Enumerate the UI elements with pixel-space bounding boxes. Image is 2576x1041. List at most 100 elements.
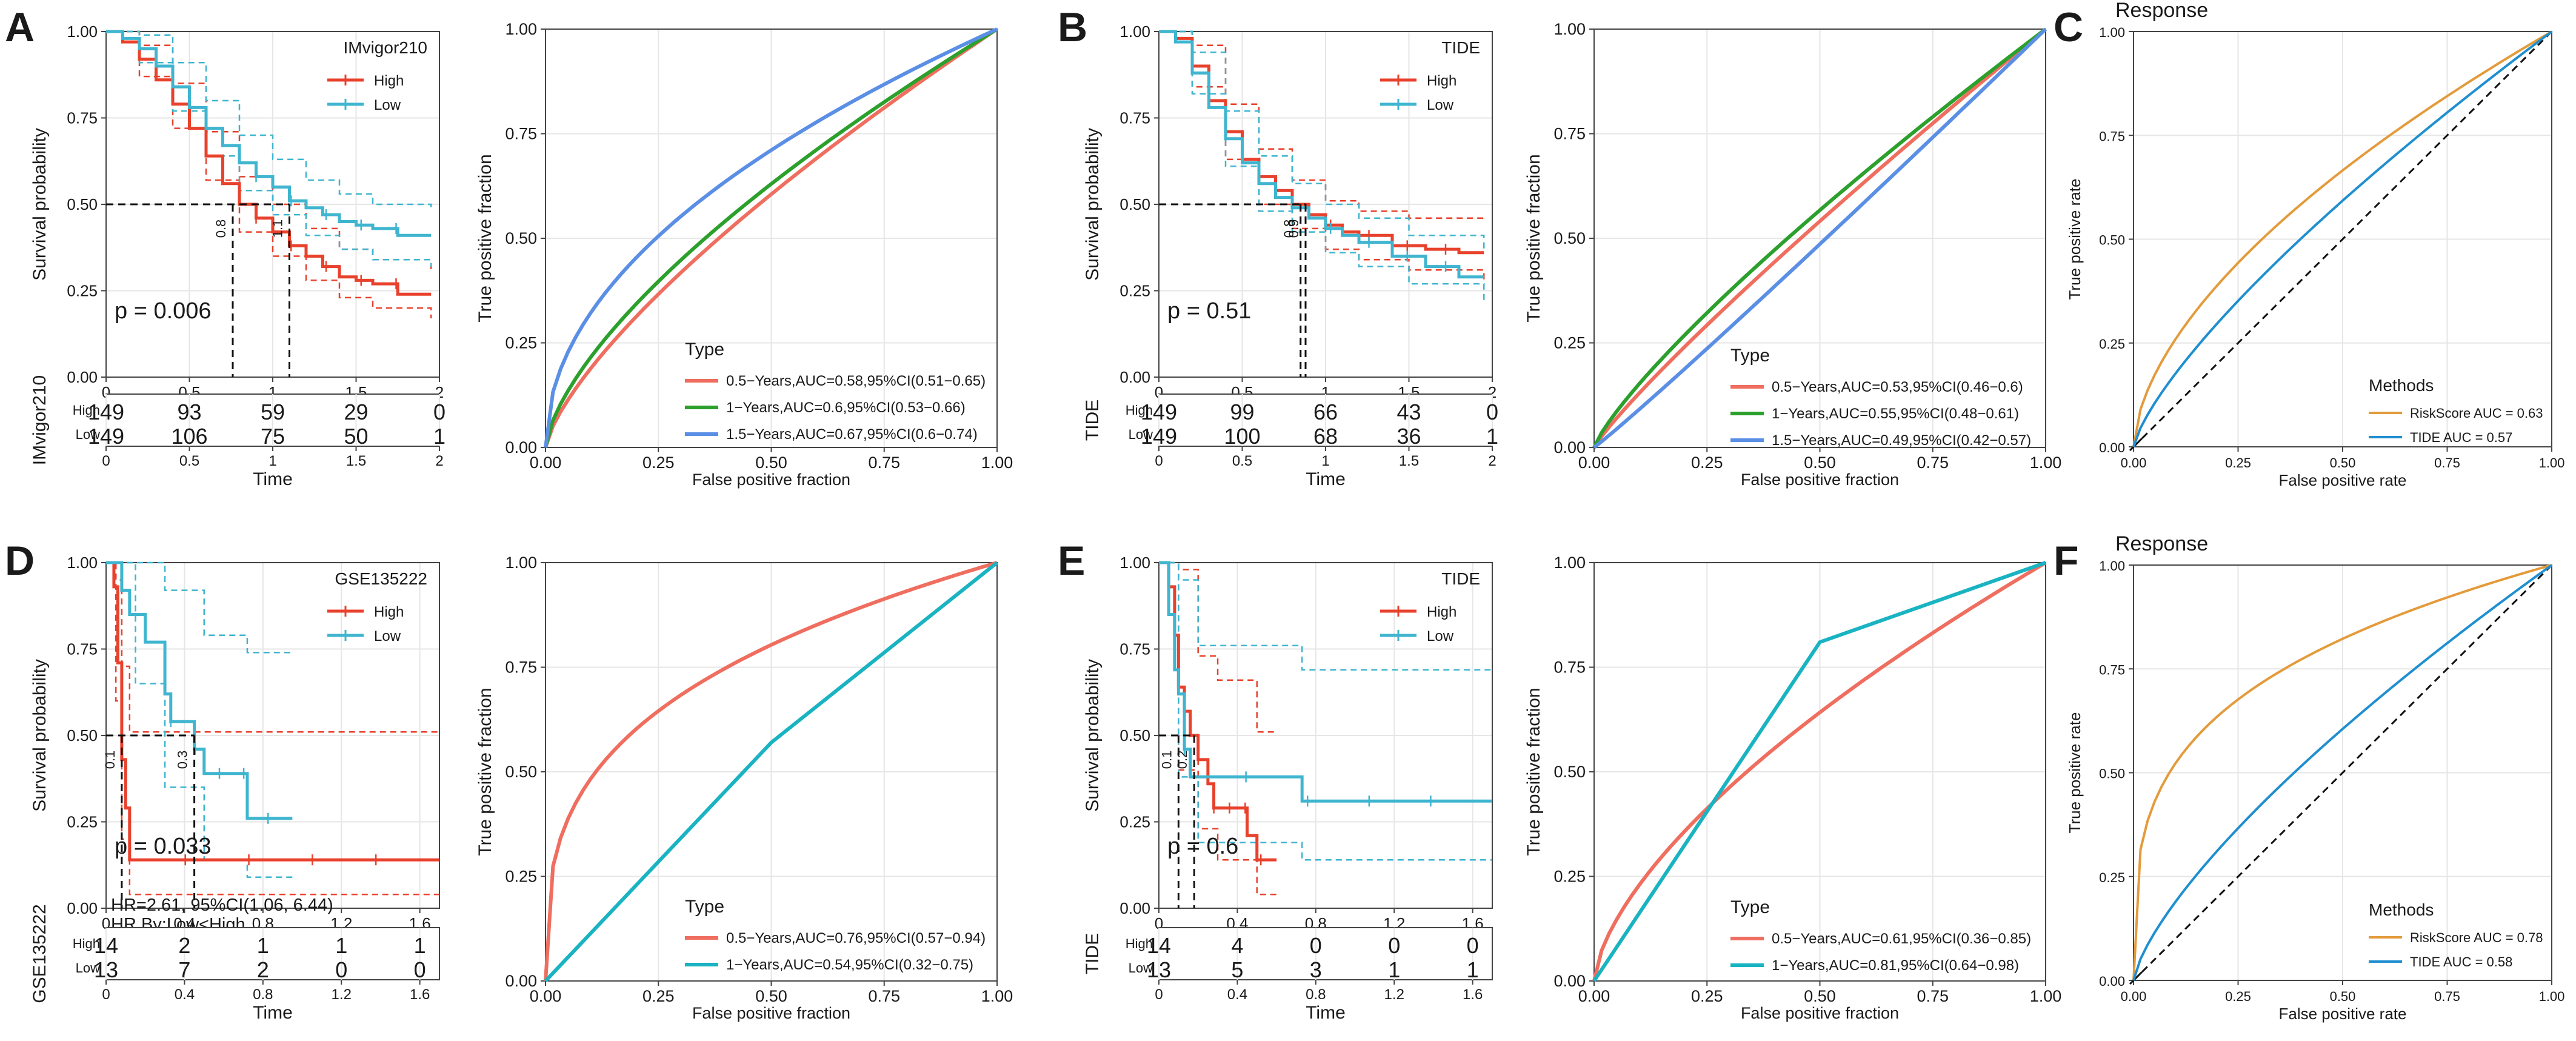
risk-table-row-name: Low	[1129, 960, 1153, 976]
x-tick-label: 1.00	[2539, 455, 2565, 470]
y-axis-title: Survival probability	[30, 128, 50, 281]
y-tick-label: 1.00	[2099, 25, 2125, 40]
risk-table-x-tick-label: 0	[102, 986, 110, 1003]
ci-lower-low	[106, 561, 293, 878]
y-tick-label: 0.00	[1553, 438, 1586, 457]
risk-table-frame	[1158, 927, 1493, 980]
x-tick-label: 1.00	[2030, 987, 2062, 1005]
risk-table-x-tick-label: 0	[102, 453, 110, 469]
risk-table-x-tick-label: 0.4	[1227, 986, 1247, 1003]
roc-curve-2	[544, 27, 998, 448]
x-axis-title: False positive rate	[2279, 471, 2407, 489]
x-axis-title: False positive fraction	[1741, 1004, 1899, 1022]
x-tick-label: 0.25	[1691, 987, 1723, 1005]
y-tick-label: 1.00	[505, 554, 537, 572]
risk-table-x-tick-label: 0.5	[1232, 453, 1252, 469]
y-axis-title: True positive rate	[2066, 179, 2084, 300]
panel-label-b: B	[1058, 4, 1087, 50]
legend-entry-3: 1.5−Years,AUC=0.49,95%CI(0.42−0.57)	[1772, 432, 2031, 449]
roc-curve-2	[2132, 564, 2553, 981]
x-axis-title: False positive fraction	[692, 470, 850, 489]
ci-upper-low	[1159, 30, 1485, 250]
legend-entry-2: 1−Years,AUC=0.55,95%CI(0.48−0.61)	[1772, 406, 2019, 422]
p-value: p = 0.006	[115, 298, 212, 324]
roc-chart-A: 0.00 0.25 0.50 0.75 1.00 0.00 0.25 0.50 0.75 1.00…	[475, 20, 1013, 489]
legend-entry-3: 1.5−Years,AUC=0.67,95%CI(0.6−0.74)	[726, 426, 978, 443]
risk-table-count: 149	[1141, 424, 1177, 449]
hr-text: HR=2.61, 95%CI(1.06, 6.44)	[111, 895, 333, 915]
risk-table-count: 1	[433, 424, 445, 449]
y-tick-label: 0.50	[67, 726, 98, 745]
risk-table-count: 66	[1313, 400, 1338, 424]
risk-table-count: 75	[261, 424, 285, 449]
y-tick-label: 0.00	[67, 368, 98, 386]
y-tick-label: 0.75	[505, 125, 537, 143]
x-tick-label: 0.50	[755, 454, 787, 472]
risk-table-count: 0	[433, 400, 445, 424]
legend-entry-1: 0.5−Years,AUC=0.53,95%CI(0.46−0.6)	[1772, 379, 2023, 395]
risk-table-strata-label: TIDE	[1083, 400, 1103, 441]
median-label: 0.1	[1159, 751, 1174, 769]
roc-curve-2	[544, 561, 998, 983]
y-tick-label: 0.75	[1553, 125, 1586, 143]
risk-table-x-tick-label: 2	[435, 453, 443, 469]
roc-curve-2	[1592, 27, 2047, 449]
x-tick-label: 0.25	[642, 454, 675, 472]
y-tick-label: 0.75	[2099, 129, 2125, 144]
median-label: 0.9	[1286, 219, 1301, 238]
y-tick-label: 0.75	[67, 640, 98, 658]
diagonal-reference-tail	[2129, 437, 2143, 452]
risk-table-x-tick-label: 1.2	[1384, 986, 1404, 1003]
x-tick-label: 0.50	[1804, 454, 1836, 472]
risk-table-count: 4	[1231, 933, 1243, 958]
legend-label-low: Low	[1427, 628, 1454, 644]
x-tick-label: 0.50	[755, 987, 787, 1005]
y-axis-title: True positive rate	[2066, 712, 2084, 834]
panel-label-a: A	[5, 4, 35, 50]
p-value: p = 0.033	[115, 834, 212, 859]
x-tick-label: 1.00	[2030, 454, 2062, 472]
plot-border	[1593, 28, 2046, 448]
y-tick-label: 1.00	[1553, 554, 1586, 572]
legend-label-high: High	[374, 604, 404, 620]
risk-table-x-tick-label: 1.6	[410, 986, 430, 1003]
legend-title: Type	[685, 340, 724, 360]
panel-label-e: E	[1058, 538, 1085, 584]
risk-table-count: 0	[414, 957, 426, 982]
risk-table-x-tick-label: 0	[1155, 453, 1163, 469]
panel-label-d: D	[5, 538, 35, 584]
risk-table-count: 43	[1396, 400, 1421, 424]
y-tick-label: 0.75	[2099, 662, 2125, 677]
x-tick-label: 0.75	[1917, 987, 1949, 1005]
legend-entry-1: RiskScore AUC = 0.63	[2410, 406, 2543, 421]
x-tick-label: 0.75	[1917, 454, 1949, 472]
y-tick-label: 0.75	[67, 109, 98, 127]
risk-table-count: 0	[1310, 933, 1322, 958]
median-label: 0.3	[175, 751, 190, 769]
x-tick-label: 0.00	[530, 987, 562, 1005]
legend-entry-1: 0.5−Years,AUC=0.76,95%CI(0.57−0.94)	[726, 930, 986, 946]
y-tick-label: 0.00	[1119, 368, 1150, 386]
chart-title: Response	[2115, 532, 2208, 555]
roc-chart-F: 0.00 0.25 0.50 0.75 1.00 0.00 0.25 0.50 0.75 1.00…	[2066, 532, 2564, 1023]
risk-table-count: 5	[1231, 957, 1243, 982]
risk-table-count: 149	[88, 400, 124, 424]
diagonal-reference	[2132, 30, 2553, 448]
chart-title: TIDE	[1441, 569, 1480, 588]
km-chart-D: 0 0.4 0.8 1.2 1.6 0.00 0.25 0.50 0.75 1.00 Surviva…	[30, 554, 440, 1023]
risk-table-count: 13	[94, 957, 118, 982]
x-tick-label: 0.00	[2121, 989, 2147, 1004]
survival-curve-low	[1159, 561, 1492, 803]
x-tick-label: 0.50	[2330, 989, 2356, 1004]
p-value: p = 0.6	[1167, 834, 1238, 859]
ci-lower-high	[1159, 561, 1277, 895]
risk-table-count: 1	[257, 933, 269, 958]
risk-table-row-name: High	[73, 403, 100, 418]
legend-label-low: Low	[1427, 97, 1454, 113]
roc-curve-3	[544, 27, 998, 448]
x-axis-title: Time	[1306, 1003, 1346, 1023]
x-tick-label: 0.75	[2434, 989, 2460, 1004]
risk-table-count: 1	[335, 933, 347, 958]
plot-border	[2133, 31, 2552, 447]
